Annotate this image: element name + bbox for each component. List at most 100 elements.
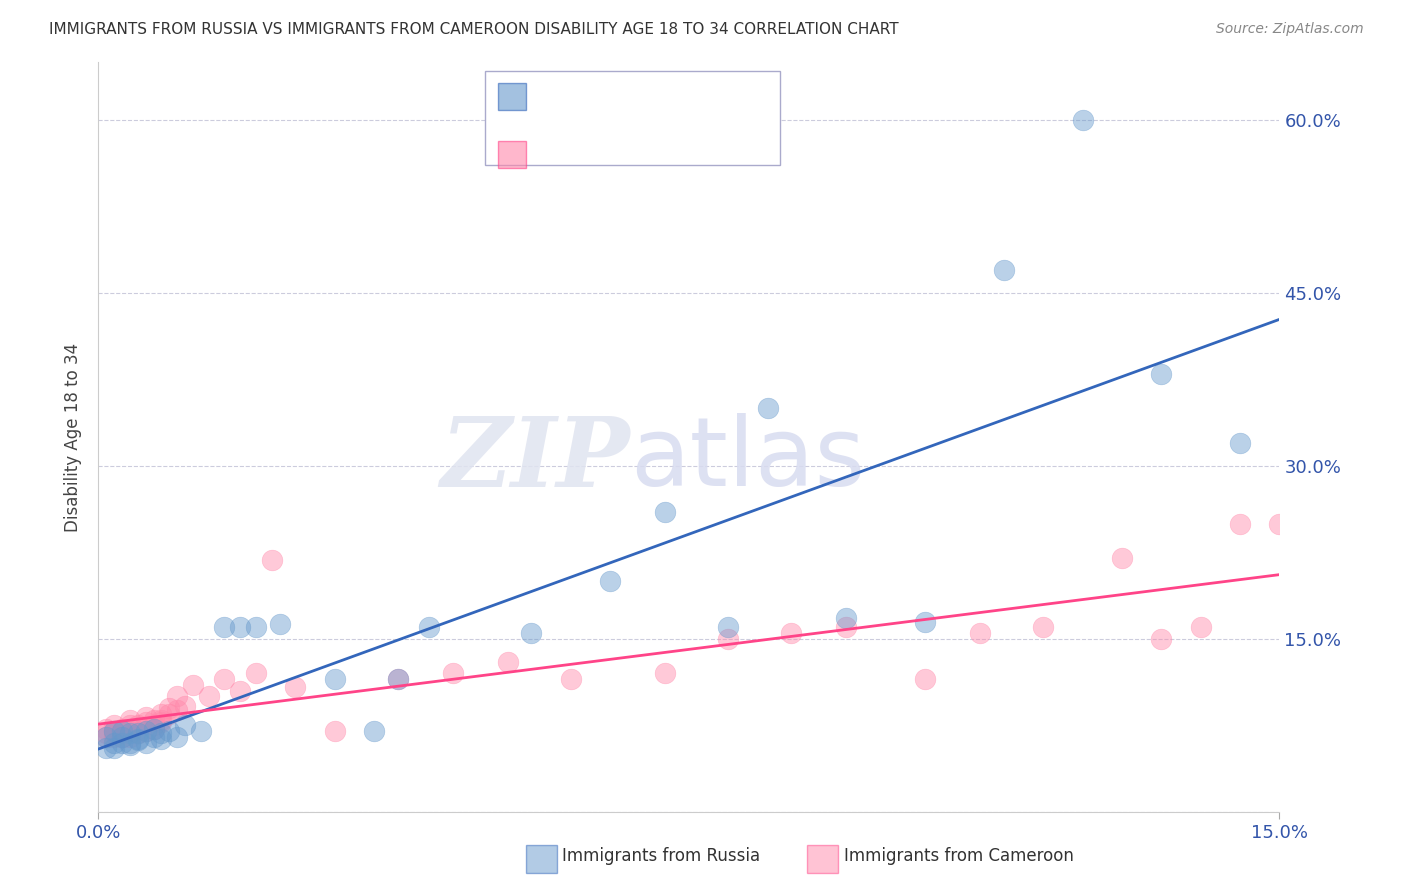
Point bbox=[127, 726, 149, 740]
Point bbox=[1268, 516, 1291, 531]
Point bbox=[993, 263, 1015, 277]
Point bbox=[103, 724, 125, 739]
Point bbox=[1032, 620, 1054, 634]
Point bbox=[717, 620, 740, 634]
Point bbox=[835, 620, 858, 634]
Point bbox=[214, 672, 236, 686]
Point bbox=[96, 726, 118, 740]
Point bbox=[245, 666, 267, 681]
Point bbox=[118, 724, 141, 739]
Point bbox=[118, 713, 141, 727]
Point bbox=[229, 683, 252, 698]
Point bbox=[835, 611, 858, 625]
Point bbox=[150, 714, 173, 729]
Point bbox=[111, 722, 134, 736]
Point bbox=[142, 730, 165, 744]
Point bbox=[214, 620, 236, 634]
Point bbox=[166, 730, 188, 744]
Point bbox=[127, 732, 149, 747]
Point bbox=[103, 741, 125, 756]
Point bbox=[111, 726, 134, 740]
Point bbox=[103, 718, 125, 732]
Point bbox=[284, 680, 307, 694]
Point bbox=[118, 735, 141, 749]
Point bbox=[111, 724, 134, 739]
Point bbox=[181, 678, 204, 692]
Point bbox=[157, 706, 180, 721]
Point bbox=[103, 735, 125, 749]
Point bbox=[174, 698, 197, 713]
Point bbox=[127, 733, 149, 747]
Point bbox=[323, 672, 346, 686]
Text: 43: 43 bbox=[645, 92, 669, 110]
Point bbox=[654, 666, 676, 681]
Text: Immigrants from Russia: Immigrants from Russia bbox=[562, 847, 761, 865]
Point bbox=[118, 718, 141, 732]
Point bbox=[142, 713, 165, 727]
Point bbox=[441, 666, 464, 681]
Point bbox=[914, 672, 936, 686]
Point bbox=[118, 738, 141, 752]
Point bbox=[111, 730, 134, 744]
Point bbox=[780, 626, 803, 640]
Point bbox=[717, 632, 740, 646]
Point bbox=[174, 718, 197, 732]
Text: 0.616: 0.616 bbox=[565, 92, 617, 110]
Point bbox=[260, 553, 283, 567]
Point bbox=[111, 724, 134, 739]
Point bbox=[96, 730, 118, 744]
Point bbox=[157, 724, 180, 739]
Point bbox=[111, 735, 134, 749]
Point bbox=[1150, 367, 1173, 381]
Point bbox=[127, 726, 149, 740]
Point bbox=[103, 724, 125, 739]
Text: R =: R = bbox=[534, 92, 571, 110]
Point bbox=[111, 730, 134, 744]
Point bbox=[127, 718, 149, 732]
Point bbox=[520, 626, 543, 640]
Point bbox=[135, 724, 157, 739]
Point bbox=[190, 724, 212, 739]
Point bbox=[229, 620, 252, 634]
Text: N =: N = bbox=[616, 92, 652, 110]
Text: Source: ZipAtlas.com: Source: ZipAtlas.com bbox=[1216, 22, 1364, 37]
Point bbox=[1111, 551, 1133, 566]
Point bbox=[96, 741, 118, 756]
Point bbox=[166, 690, 188, 704]
Point bbox=[654, 505, 676, 519]
Text: 0.419: 0.419 bbox=[565, 150, 617, 168]
Text: ZIP: ZIP bbox=[440, 413, 630, 507]
Point bbox=[118, 726, 141, 740]
Y-axis label: Disability Age 18 to 34: Disability Age 18 to 34 bbox=[65, 343, 83, 532]
Point bbox=[363, 724, 385, 739]
Point bbox=[197, 690, 219, 704]
Point bbox=[1189, 620, 1212, 634]
Point bbox=[135, 724, 157, 739]
Point bbox=[135, 710, 157, 724]
Point bbox=[150, 706, 173, 721]
Point bbox=[756, 401, 779, 416]
Point bbox=[142, 718, 165, 732]
Point bbox=[150, 726, 173, 740]
Point bbox=[969, 626, 991, 640]
Point bbox=[150, 732, 173, 747]
Point bbox=[599, 574, 621, 589]
Point bbox=[1229, 435, 1251, 450]
Point bbox=[135, 714, 157, 729]
Point bbox=[418, 620, 440, 634]
Point bbox=[914, 615, 936, 629]
Point bbox=[387, 672, 409, 686]
Point bbox=[157, 701, 180, 715]
Text: 56: 56 bbox=[645, 150, 668, 168]
Point bbox=[560, 672, 582, 686]
Text: N =: N = bbox=[616, 150, 652, 168]
Text: IMMIGRANTS FROM RUSSIA VS IMMIGRANTS FROM CAMEROON DISABILITY AGE 18 TO 34 CORRE: IMMIGRANTS FROM RUSSIA VS IMMIGRANTS FRO… bbox=[49, 22, 898, 37]
Point bbox=[96, 730, 118, 744]
Point bbox=[496, 655, 519, 669]
Point bbox=[269, 616, 291, 631]
Point bbox=[245, 620, 267, 634]
Point bbox=[127, 722, 149, 736]
Point bbox=[135, 735, 157, 749]
Point bbox=[1071, 113, 1094, 128]
Point bbox=[387, 672, 409, 686]
